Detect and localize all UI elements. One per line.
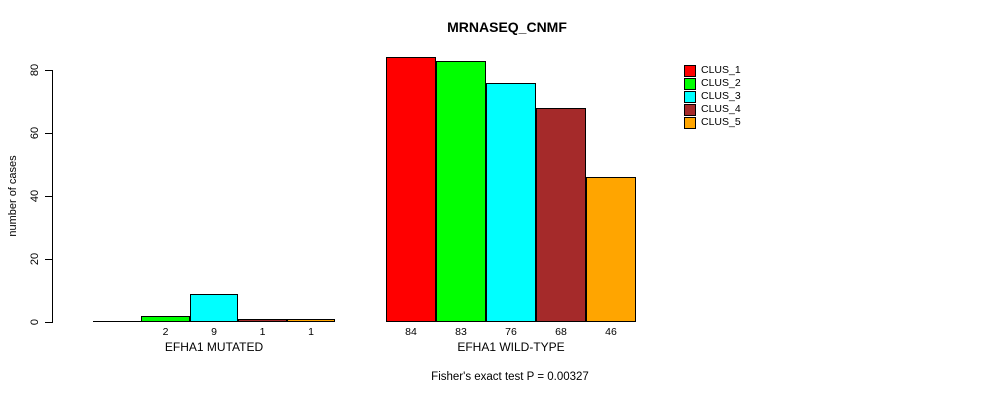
legend-item-clus-2: CLUS_2 xyxy=(684,77,741,90)
bar-value-label: 84 xyxy=(405,326,417,338)
bar-clus-3-efha1-mutated xyxy=(190,294,238,322)
legend-swatch-clus-2 xyxy=(684,77,696,90)
y-tick xyxy=(45,322,52,323)
bar-clus-4-efha1-wild-type xyxy=(536,108,586,322)
bar-value-label: 9 xyxy=(211,326,217,338)
y-tick xyxy=(45,70,52,71)
legend-swatch-clus-5 xyxy=(684,116,696,129)
legend-item-clus-4: CLUS_4 xyxy=(684,103,741,116)
bar-clus-2-efha1-mutated xyxy=(141,316,190,322)
legend-label-clus-3: CLUS_3 xyxy=(701,90,741,102)
legend-swatch-clus-1 xyxy=(684,64,696,77)
legend-label-clus-4: CLUS_4 xyxy=(701,103,741,115)
bar-value-label: 76 xyxy=(505,326,517,338)
legend-label-clus-1: CLUS_1 xyxy=(701,64,741,76)
legend-label-clus-5: CLUS_5 xyxy=(701,116,741,128)
bar-clus-5-efha1-mutated xyxy=(287,319,335,322)
bar-value-label: 2 xyxy=(162,326,169,338)
bar-value-label: 46 xyxy=(605,326,617,338)
legend-swatch-clus-3 xyxy=(684,90,696,103)
legend-item-clus-3: CLUS_3 xyxy=(684,90,741,103)
legend-label-clus-2: CLUS_2 xyxy=(701,77,741,89)
y-tick-label: 0 xyxy=(29,318,41,326)
legend-item-clus-1: CLUS_1 xyxy=(684,64,741,77)
y-tick xyxy=(45,196,52,197)
bar-clus-1-efha1-mutated xyxy=(93,321,141,322)
bar-value-label: 1 xyxy=(259,326,266,338)
y-tick-label: 20 xyxy=(29,252,41,266)
y-tick-label: 80 xyxy=(29,63,41,77)
bar-clus-2-efha1-wild-type xyxy=(436,61,486,322)
footnote-fisher-test: Fisher's exact test P = 0.00327 xyxy=(431,371,589,383)
bar-clus-5-efha1-wild-type xyxy=(586,177,636,322)
y-tick-label: 40 xyxy=(29,189,41,203)
legend-swatch-clus-4 xyxy=(684,103,696,116)
y-axis-line xyxy=(52,70,53,323)
y-tick-label: 60 xyxy=(29,126,41,140)
category-label-wild-type: EFHA1 WILD-TYPE xyxy=(457,340,565,354)
chart-title: MRNASEQ_CNMF xyxy=(447,19,567,35)
y-tick xyxy=(45,133,52,134)
y-tick xyxy=(45,259,52,260)
bar-clus-3-efha1-wild-type xyxy=(486,83,536,322)
legend: CLUS_1 CLUS_2 CLUS_3 CLUS_4 CLUS_5 xyxy=(684,64,741,129)
legend-item-clus-5: CLUS_5 xyxy=(684,116,741,129)
y-axis-title: number of cases xyxy=(7,155,19,237)
category-label-mutated: EFHA1 MUTATED xyxy=(164,340,264,354)
bar-clus-4-efha1-mutated xyxy=(238,319,287,322)
bar-value-label: 1 xyxy=(308,326,314,338)
bar-value-label: 68 xyxy=(555,326,567,338)
bar-value-label: 83 xyxy=(455,326,467,338)
bar-clus-1-efha1-wild-type xyxy=(386,57,436,322)
